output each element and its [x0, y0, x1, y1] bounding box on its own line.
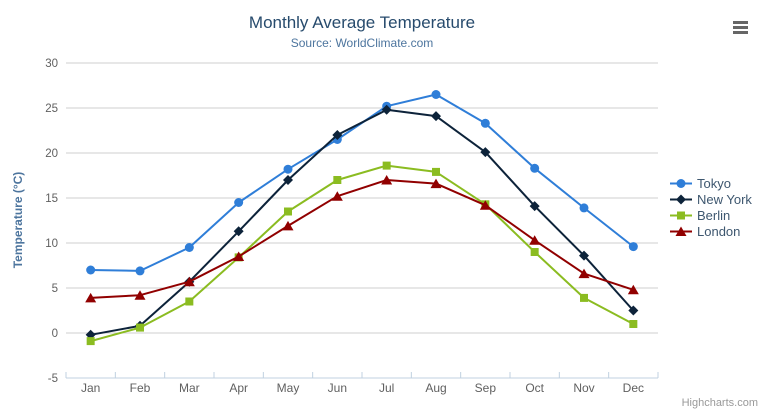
legend-label: Tokyo: [697, 175, 731, 191]
data-point-berlin-oct[interactable]: [530, 248, 539, 256]
y-axis-tick-label: -5: [48, 373, 58, 385]
data-point-tokyo-feb[interactable]: [135, 266, 145, 276]
chart-subtitle: Source: WorldClimate.com: [290, 36, 434, 50]
legend-label: London: [697, 223, 741, 239]
circle-marker-icon: [676, 178, 686, 188]
y-axis-tick-label: 30: [45, 58, 58, 70]
data-point-tokyo-dec[interactable]: [628, 242, 638, 252]
x-axis-tick-label: Nov: [573, 381, 594, 395]
data-point-berlin-dec[interactable]: [629, 320, 638, 328]
chart-title: Monthly Average Temperature: [248, 13, 476, 32]
data-point-london-nov[interactable]: [578, 268, 590, 279]
data-point-berlin-jul[interactable]: [382, 161, 391, 170]
x-axis-tick-label: Sep: [475, 381, 497, 395]
data-point-london-mar[interactable]: [183, 276, 195, 287]
circle-marker-icon: [670, 178, 692, 188]
legend-item-tokyo[interactable]: Tokyo: [670, 175, 752, 191]
data-point-new-york-jun[interactable]: [332, 130, 343, 140]
data-point-tokyo-oct[interactable]: [530, 163, 540, 173]
data-point-new-york-apr[interactable]: [233, 226, 244, 237]
x-axis-tick-label: Feb: [130, 381, 151, 395]
diamond-marker-icon: [676, 194, 686, 204]
x-axis-tick-label: Oct: [525, 381, 544, 395]
data-point-berlin-nov[interactable]: [580, 293, 588, 302]
hamburger-icon: [733, 26, 748, 29]
y-axis-tick-label: 5: [52, 283, 58, 295]
legend-label: New York: [697, 191, 752, 207]
y-axis-tick-label: 25: [45, 103, 58, 115]
data-point-london-oct[interactable]: [529, 235, 541, 245]
data-point-berlin-may[interactable]: [284, 207, 292, 216]
data-point-tokyo-mar[interactable]: [184, 243, 194, 252]
data-point-new-york-sep[interactable]: [480, 147, 491, 158]
series-line-new-york: [90, 108, 635, 336]
triangle-marker-icon: [670, 226, 692, 236]
y-axis-tick-label: 10: [45, 238, 58, 250]
legend-item-london[interactable]: London: [670, 223, 752, 239]
data-point-tokyo-apr[interactable]: [234, 198, 244, 207]
credits-link[interactable]: Highcharts.com: [681, 397, 758, 409]
data-point-berlin-jan[interactable]: [86, 337, 95, 346]
diamond-marker-icon: [670, 194, 692, 204]
export-menu-button[interactable]: [733, 21, 748, 34]
data-point-london-jul[interactable]: [381, 175, 393, 185]
x-axis-tick-label: Dec: [623, 381, 644, 395]
series-line-tokyo: [90, 93, 634, 272]
x-axis-tick-label: Jun: [328, 381, 347, 395]
data-point-london-apr[interactable]: [233, 251, 245, 262]
data-point-berlin-mar[interactable]: [185, 297, 194, 306]
data-point-london-may[interactable]: [282, 220, 294, 231]
square-marker-icon: [677, 211, 685, 219]
hamburger-icon: [733, 31, 748, 34]
x-axis-tick-label: Apr: [229, 381, 248, 395]
x-axis-tick-label: Aug: [425, 381, 446, 395]
data-point-tokyo-aug[interactable]: [431, 90, 441, 99]
data-point-tokyo-sep[interactable]: [480, 118, 490, 128]
triangle-marker-icon: [675, 226, 687, 236]
square-marker-icon: [670, 211, 692, 219]
x-axis-tick-label: May: [277, 381, 300, 395]
data-point-new-york-dec[interactable]: [628, 305, 639, 316]
legend-item-new-york[interactable]: New York: [670, 191, 752, 207]
data-point-london-jan[interactable]: [85, 292, 97, 303]
y-axis-tick-label: 20: [45, 148, 58, 160]
data-point-london-sep[interactable]: [479, 200, 491, 210]
x-axis-tick-label: Jan: [81, 381, 100, 395]
data-point-tokyo-may[interactable]: [283, 164, 293, 174]
data-point-new-york-may[interactable]: [283, 175, 293, 185]
data-point-london-aug[interactable]: [430, 178, 442, 189]
x-axis-tick-label: Jul: [379, 381, 394, 395]
y-axis-title: Temperature (°C): [11, 171, 25, 269]
legend-item-berlin[interactable]: Berlin: [670, 207, 752, 223]
data-point-tokyo-nov[interactable]: [579, 203, 589, 213]
data-point-new-york-jul[interactable]: [381, 104, 392, 115]
x-axis-tick-label: Mar: [179, 381, 200, 395]
y-axis-tick-label: 0: [52, 328, 58, 340]
data-point-london-dec[interactable]: [627, 284, 639, 295]
series-line-berlin: [90, 164, 634, 343]
data-point-berlin-feb[interactable]: [136, 323, 144, 332]
legend: Tokyo New York Berlin London: [670, 175, 752, 239]
data-point-london-jun[interactable]: [331, 191, 343, 201]
hamburger-icon: [733, 21, 748, 24]
data-point-berlin-aug[interactable]: [432, 167, 440, 176]
data-point-new-york-nov[interactable]: [579, 250, 589, 261]
data-point-berlin-jun[interactable]: [333, 176, 342, 184]
data-point-tokyo-jan[interactable]: [86, 265, 96, 275]
data-point-new-york-oct[interactable]: [529, 201, 540, 212]
data-point-new-york-aug[interactable]: [431, 111, 441, 122]
legend-label: Berlin: [697, 207, 731, 223]
y-axis-tick-label: 15: [45, 193, 58, 205]
data-point-london-feb[interactable]: [134, 290, 146, 300]
series-line-london: [90, 179, 634, 299]
